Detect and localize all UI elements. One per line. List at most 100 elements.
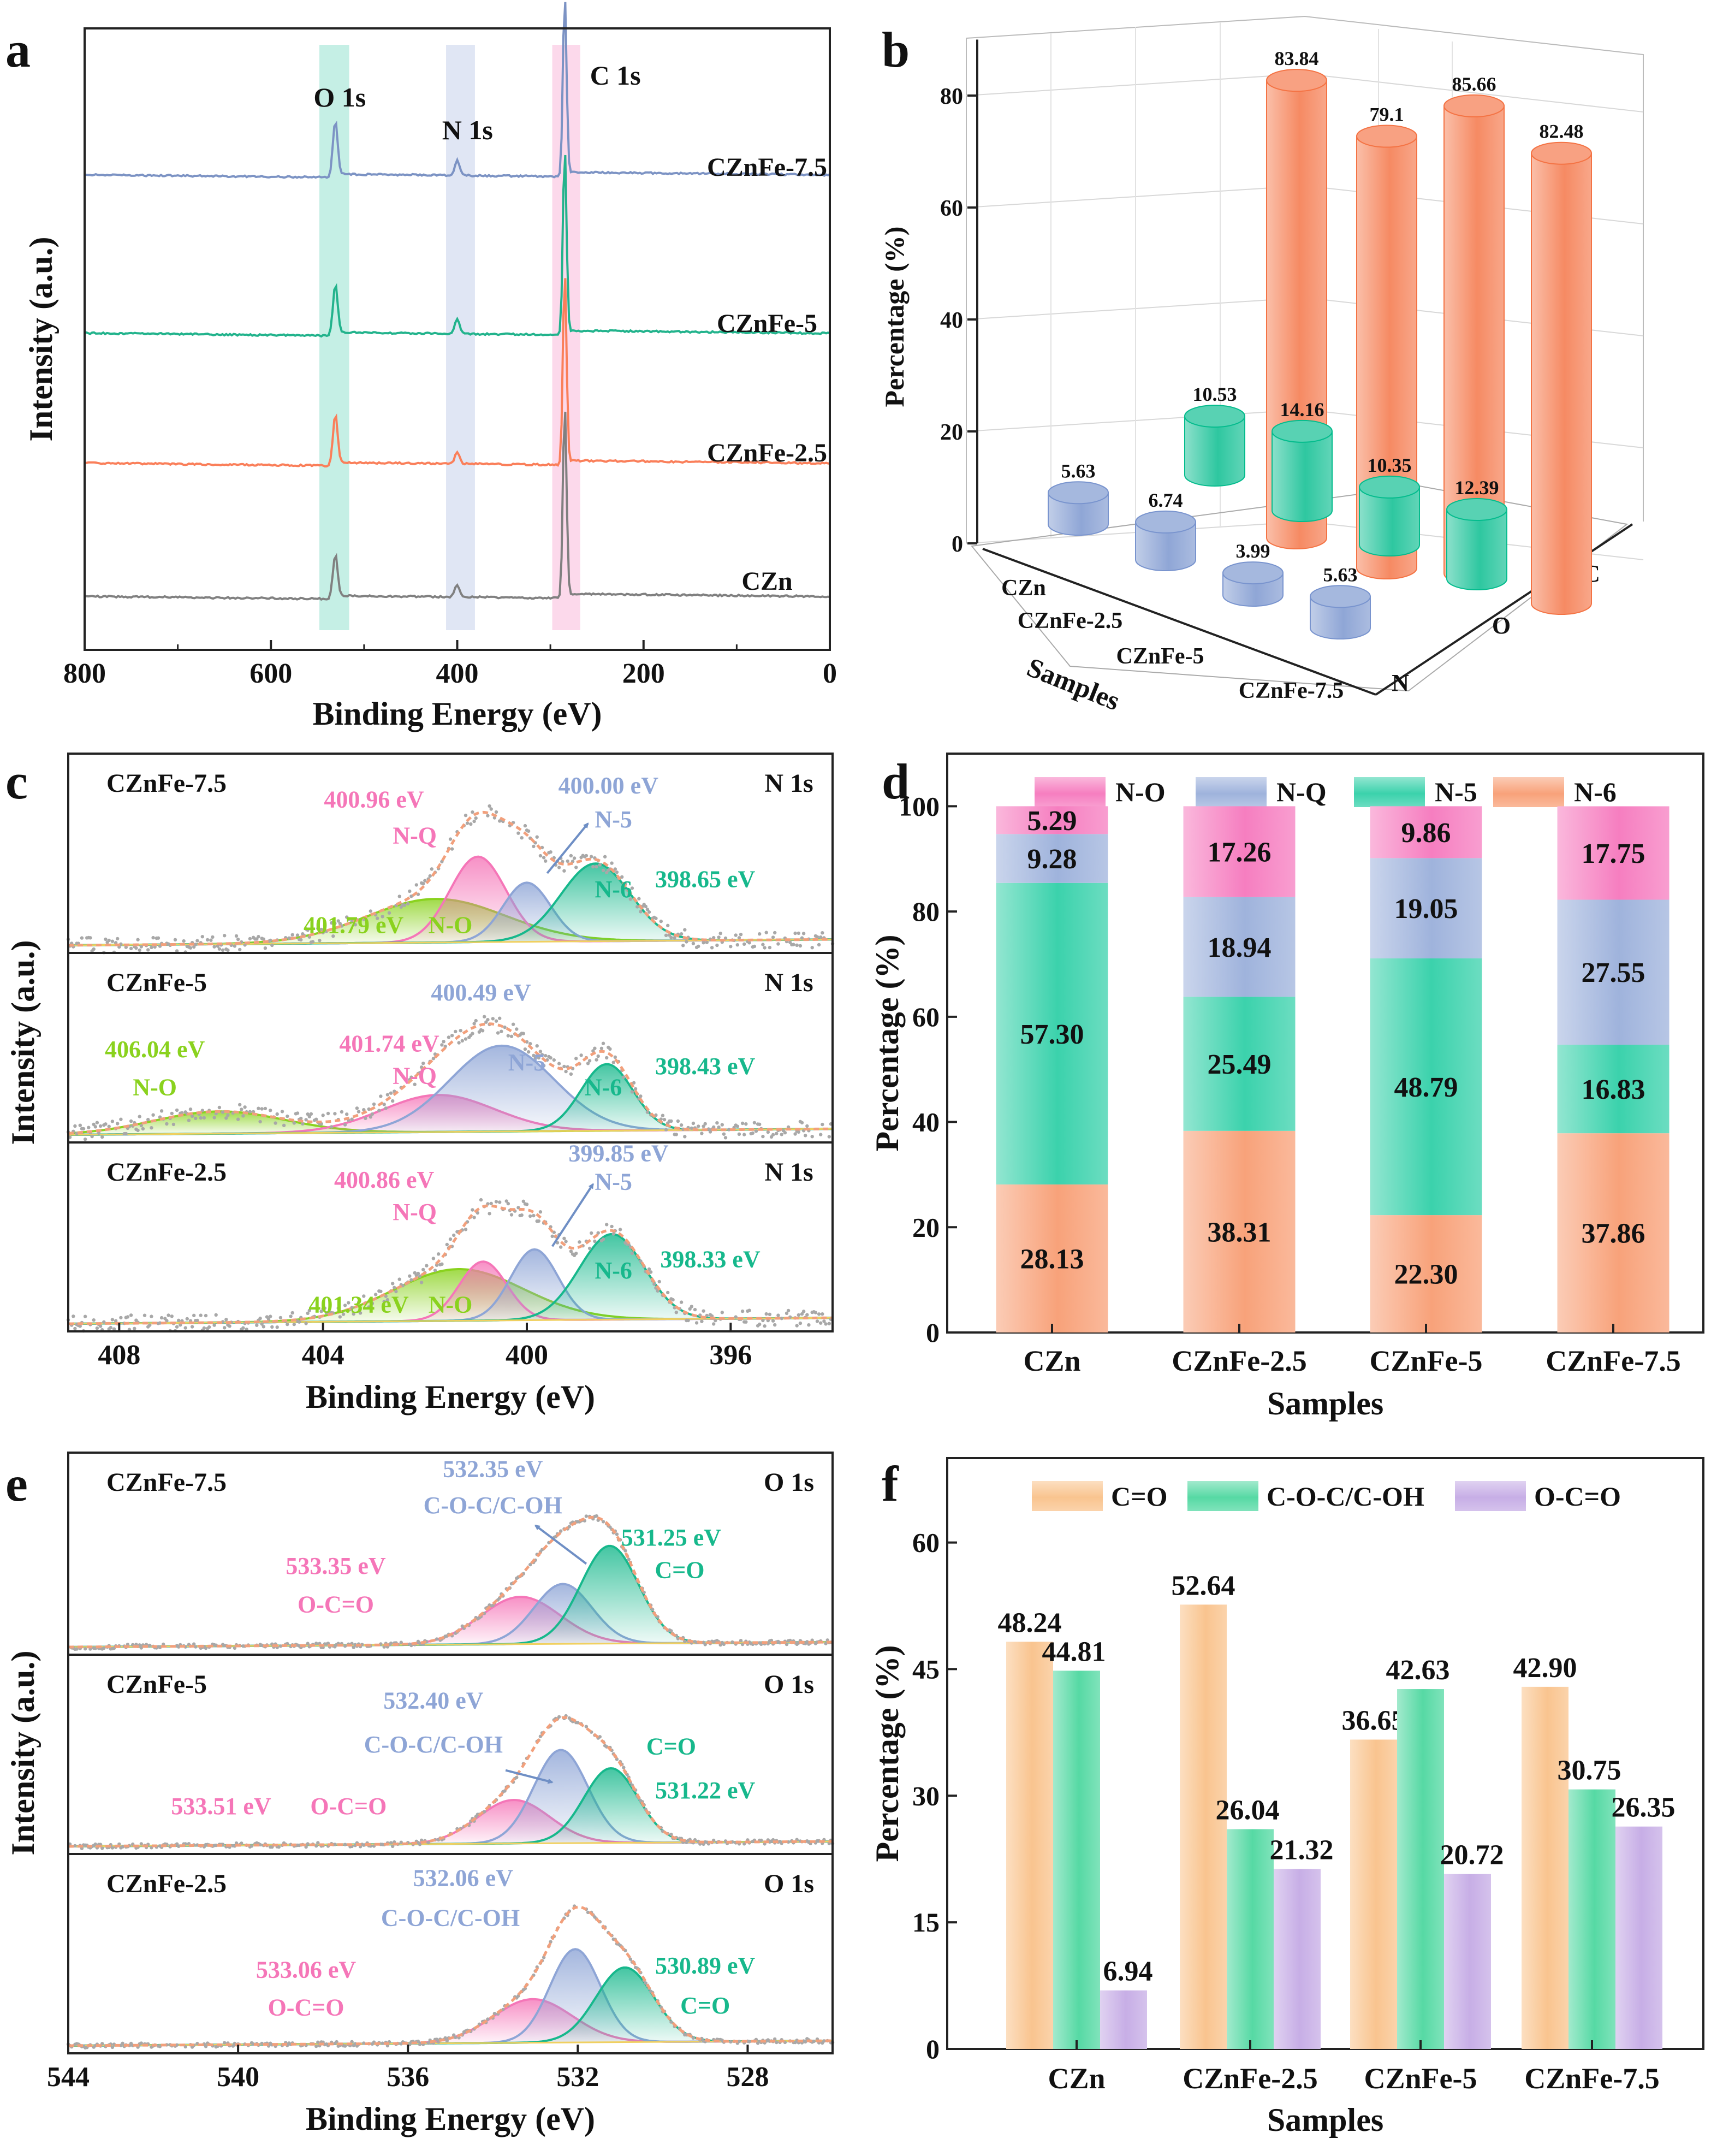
data-point: [674, 1311, 679, 1314]
data-point: [557, 866, 561, 869]
component-fill-N-6: [68, 1064, 833, 1135]
bar-O-C=O: [1274, 1869, 1321, 2049]
fit-envelope: [68, 1716, 833, 1848]
peak-label: 400.86 eV: [334, 1166, 435, 1193]
data-point: [343, 1304, 347, 1307]
data-point: [623, 1549, 627, 1553]
component-fill-N-6: [68, 863, 833, 945]
data-point: [578, 1240, 581, 1244]
data-point: [139, 2041, 143, 2045]
y-tick-label: 0: [926, 1317, 940, 1348]
data-point: [83, 1138, 87, 1141]
data-point: [679, 932, 684, 936]
data-point: [202, 1116, 206, 1120]
data-point: [694, 1321, 699, 1325]
data-point: [190, 1114, 194, 1118]
data-point: [402, 903, 407, 907]
data-point: [737, 2040, 741, 2044]
data-point: [472, 1216, 476, 1219]
data-point: [102, 1646, 106, 1650]
cylinder-body: [1048, 492, 1109, 536]
data-point: [299, 938, 303, 942]
data-point: [666, 1290, 670, 1295]
data-point: [387, 911, 391, 915]
bar-value-label: 26.35: [1612, 1792, 1676, 1823]
floor-outline: [971, 485, 1629, 692]
peak-label: N-6: [595, 1257, 632, 1284]
peak-label: C-O-C/C-OH: [364, 1731, 503, 1758]
data-point: [393, 1286, 396, 1289]
data-point: [807, 1323, 811, 1327]
data-point: [221, 948, 225, 952]
data-point: [702, 1124, 705, 1128]
data-point: [702, 941, 705, 945]
data-point: [595, 864, 598, 869]
data-point: [389, 1641, 393, 1645]
data-point: [702, 1309, 705, 1313]
data-point: [488, 804, 491, 808]
y-axis-title: Intensity (a.u.): [5, 1650, 41, 1855]
data-point: [141, 1127, 145, 1131]
data-point: [700, 1132, 704, 1135]
data-point: [357, 1300, 361, 1305]
y-axis-title: Intensity (a.u.): [23, 236, 59, 441]
data-point: [700, 1319, 704, 1323]
data-point: [269, 938, 272, 943]
data-point: [257, 935, 260, 939]
data-point: [369, 909, 372, 913]
data-point: [199, 1313, 203, 1317]
segment-value-label: 9.86: [1401, 818, 1451, 849]
legend-label-C=O: C=O: [1111, 1481, 1168, 1512]
bar-segment-N-5: [1183, 997, 1296, 1131]
data-point: [299, 1116, 303, 1121]
data-point: [591, 865, 595, 869]
component-fill-O-C=O: [68, 1800, 833, 1846]
segment-value-label: 19.05: [1394, 893, 1458, 925]
data-point: [440, 860, 444, 864]
data-point: [121, 1845, 124, 1849]
data-point: [611, 1061, 615, 1064]
data-point: [431, 1057, 436, 1061]
data-point: [195, 939, 199, 943]
data-point: [622, 1075, 626, 1079]
data-point: [333, 921, 337, 926]
data-point: [465, 821, 470, 825]
peak-label: 406.04 eV: [105, 1036, 205, 1063]
data-point: [93, 1125, 97, 1129]
bar-O-C=O: [1444, 1874, 1491, 2049]
y-tick-label: 60: [912, 1527, 940, 1558]
bar-C-O-C/C-OH: [1227, 1829, 1274, 2049]
data-point: [773, 931, 777, 935]
data-point: [257, 1106, 260, 1110]
data-point: [520, 1213, 524, 1217]
segment-value-label: 37.86: [1582, 1218, 1645, 1249]
data-point: [708, 1130, 712, 1134]
data-point: [307, 1115, 311, 1118]
data-point: [812, 2039, 816, 2044]
data-point: [440, 1043, 444, 1047]
data-point: [488, 1212, 491, 1216]
data-point: [520, 836, 524, 840]
data-point: [579, 1053, 583, 1057]
cylinder-top: [1266, 69, 1327, 92]
bar-segment-N-5: [1370, 958, 1482, 1216]
data-point: [129, 1313, 133, 1317]
data-point: [367, 1305, 371, 1309]
data-point: [486, 2017, 490, 2021]
data-point: [134, 946, 138, 950]
data-point: [786, 1308, 791, 1313]
data-point: [705, 940, 709, 944]
series-axis-label-N: N: [1392, 670, 1409, 696]
data-point: [255, 1323, 259, 1327]
data-point: [110, 1318, 115, 1322]
data-point: [479, 1198, 483, 1202]
data-point: [506, 1201, 510, 1206]
data-point: [703, 1122, 707, 1126]
cylinder-N-CZnFe-7.5: [1310, 585, 1371, 639]
subplot-CZnFe-2.5: CZnFe-2.5 N 1s 400.86 eV N-Q 399.85 eVN-5 N-6…: [66, 1140, 834, 1333]
data-point: [611, 1232, 615, 1236]
data-point: [194, 943, 198, 946]
data-point: [511, 1022, 515, 1026]
data-point: [622, 1766, 626, 1769]
data-point: [679, 1123, 684, 1127]
